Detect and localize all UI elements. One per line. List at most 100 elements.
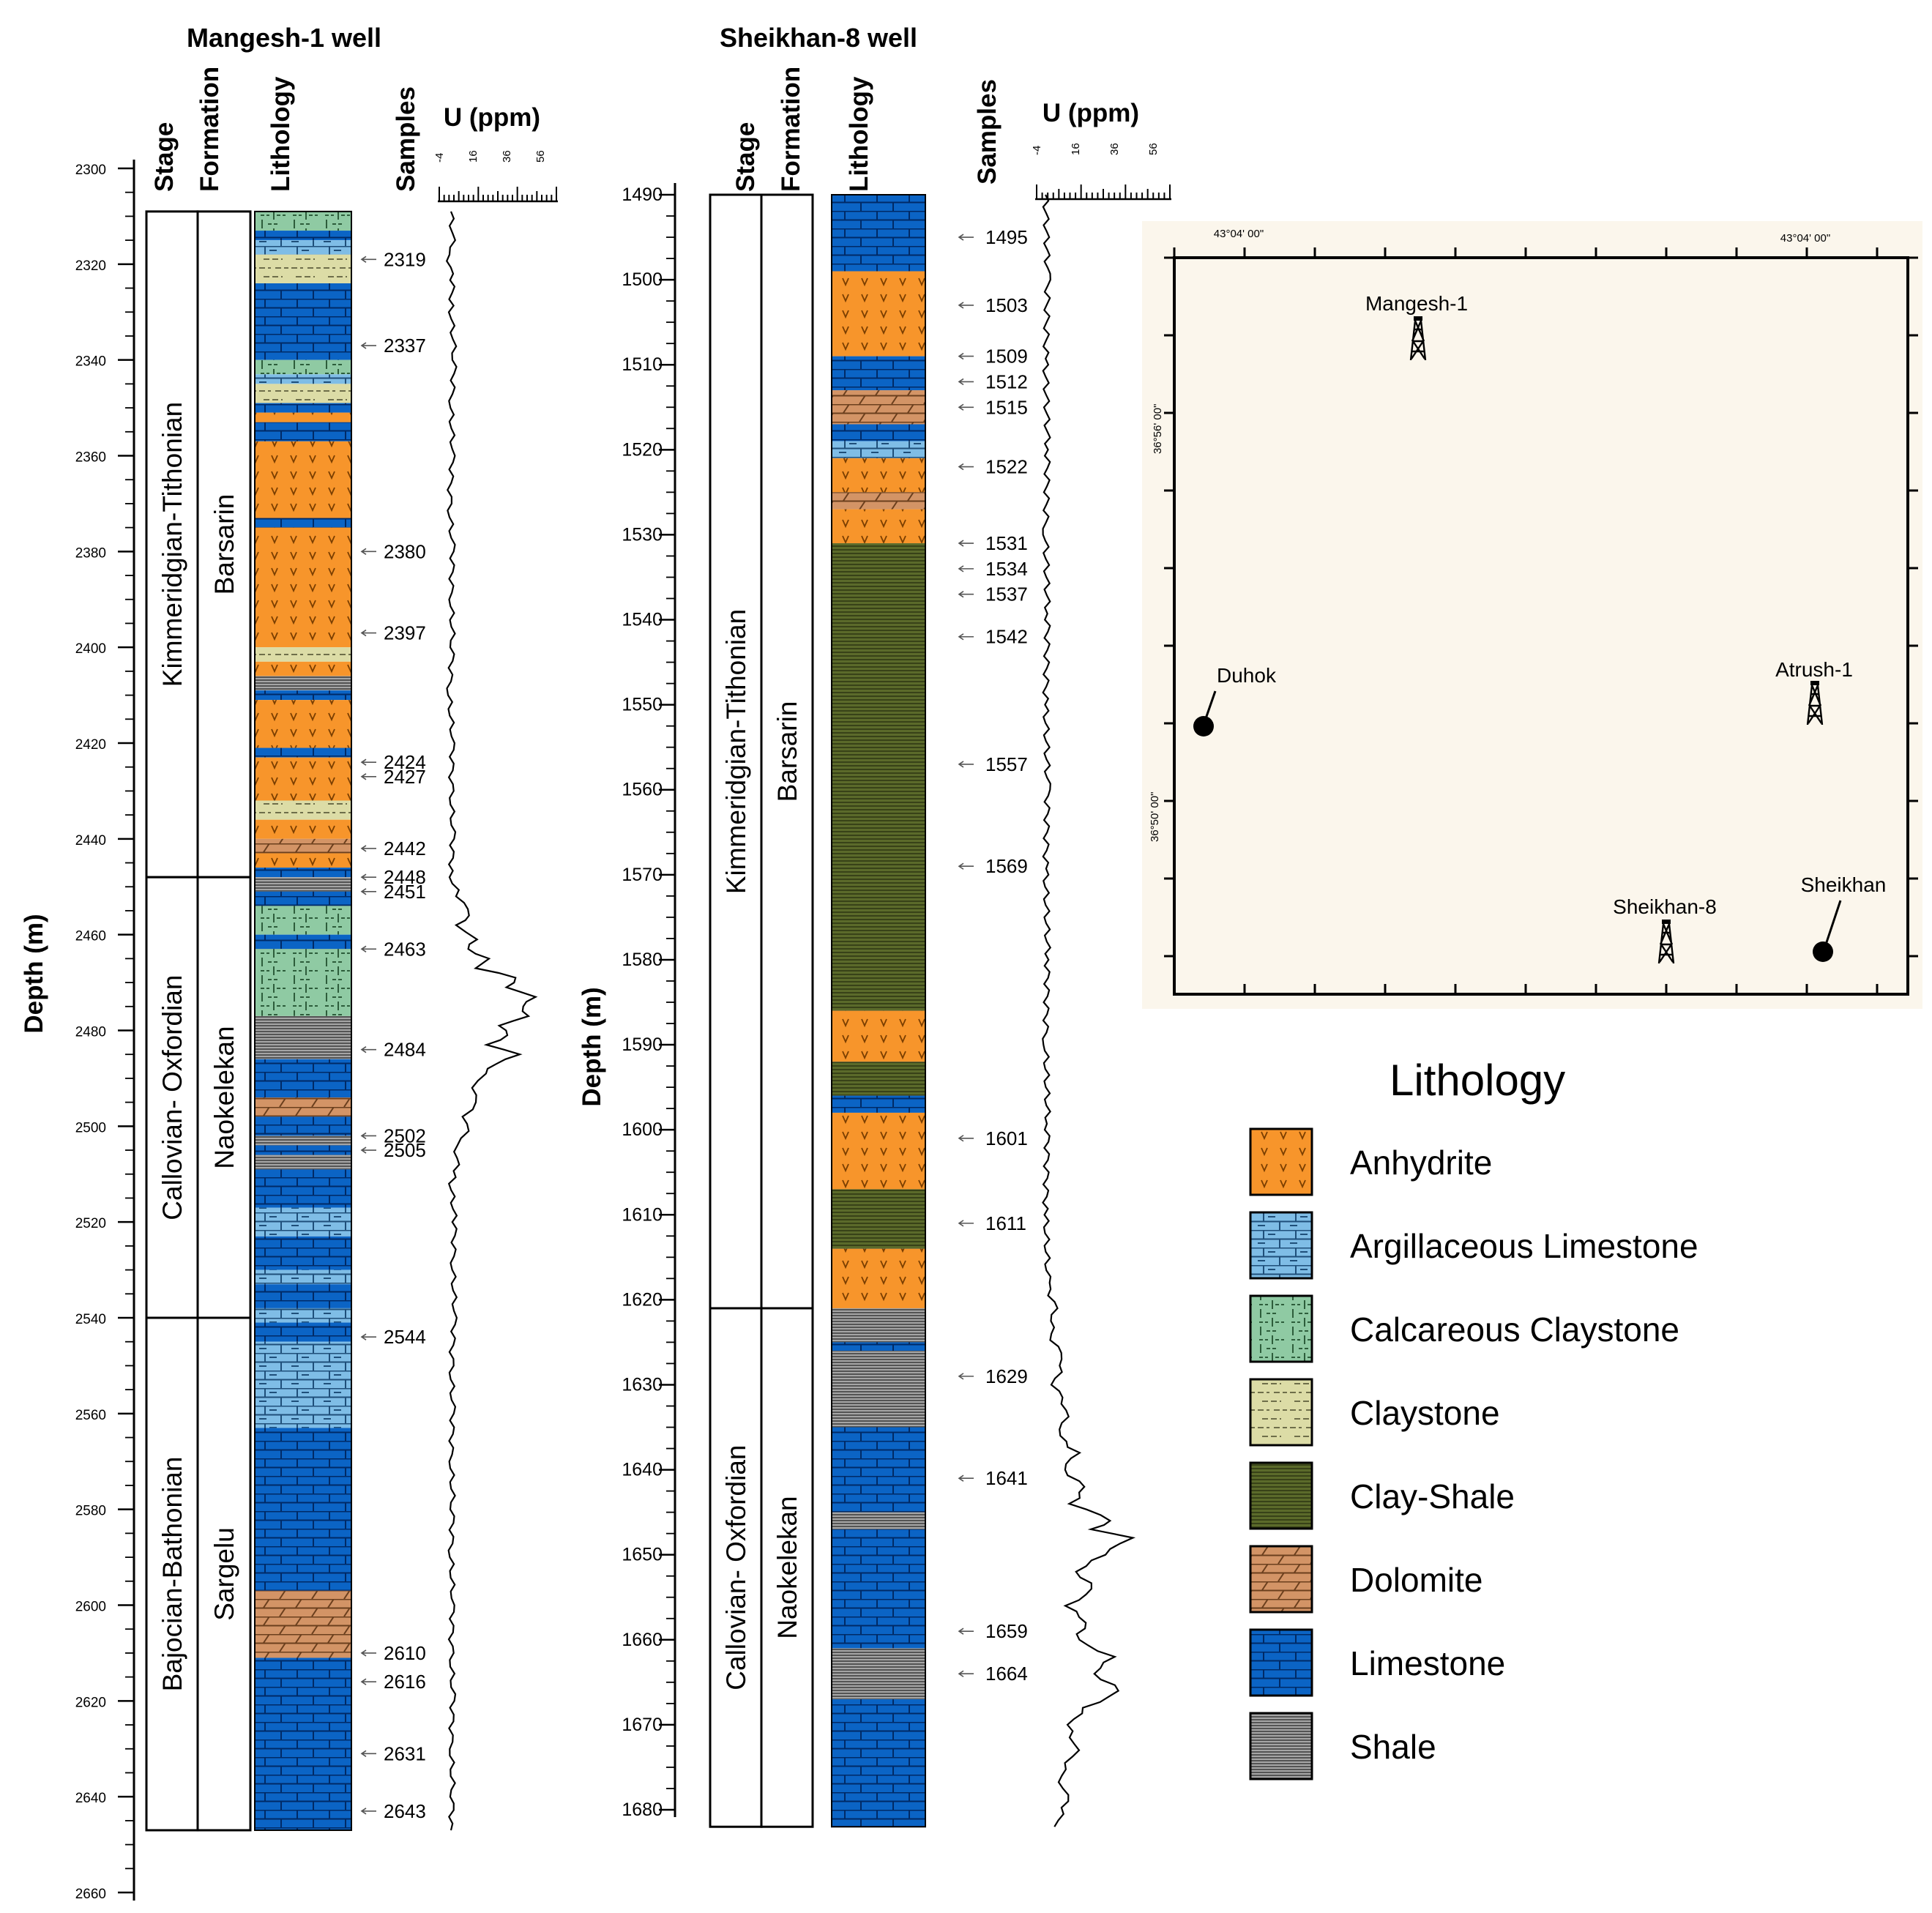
legend-swatch-shale [1249, 1712, 1313, 1780]
legend-item-limestone: Limestone [1249, 1628, 1505, 1697]
sample-label: 1629 [985, 1365, 1028, 1387]
map-coord-top-right: 43°04' 00" [1780, 232, 1830, 245]
sample-label: 2544 [384, 1326, 426, 1348]
sample-arrow-icon [360, 1649, 376, 1657]
map-coord-left-upper: 36°56' 00" [1152, 404, 1164, 454]
lithology-layer-clay-shale [832, 543, 925, 1011]
depth-tick-label: 2360 [75, 450, 106, 466]
map-city-sheikhan: Sheikhan [1801, 873, 1887, 962]
stage-box-kimmeridgian-tithonian [145, 210, 199, 879]
sheikhan-well-panel: Sheikhan-8 well Stage Formation Litholog… [578, 23, 1171, 1828]
lithology-layer-limestone [255, 1169, 351, 1208]
sample-label: 2484 [384, 1039, 426, 1061]
sheikhan-u-header: U (ppm) [1043, 99, 1139, 127]
legend-label: Argillaceous Limestone [1350, 1227, 1698, 1265]
lithology-layer-argillaceous-limestone [255, 1341, 351, 1428]
lithology-layer-anhydrite [255, 441, 351, 518]
stage-box-bajocian-bathonian [145, 1316, 199, 1832]
map-background [1142, 221, 1922, 1009]
mangesh-formation-header: Formation [195, 67, 224, 192]
sample-arrow-icon [958, 1220, 974, 1227]
sample-arrow-icon [958, 352, 974, 360]
lithology-layer-shale [832, 1512, 925, 1529]
stage-box-kimmeridgian-tithonian [709, 193, 763, 1310]
lithology-layer-shale [832, 1648, 925, 1700]
depth-tick-label: 1520 [622, 439, 663, 460]
lithology-layer-limestone [255, 868, 351, 878]
lithology-layer-limestone [255, 283, 351, 360]
sample-label: 2397 [384, 622, 426, 644]
legend-swatch-argillaceous-limestone [1249, 1211, 1313, 1280]
depth-tick-label: 1680 [622, 1800, 663, 1820]
sample-label: 1522 [985, 456, 1028, 478]
lithology-layer-anhydrite [832, 458, 925, 493]
depth-tick-label: 1490 [622, 184, 663, 205]
sample-arrow-icon [958, 1670, 974, 1677]
sample-label: 1503 [985, 294, 1028, 316]
sample-arrow-icon [360, 845, 376, 852]
map-well-label: Mangesh-1 [1365, 292, 1468, 315]
lithology-layer-limestone [832, 1699, 925, 1827]
sample-label: 2319 [384, 248, 426, 270]
city-dot-icon [1813, 941, 1833, 962]
lithology-layer-limestone [255, 1657, 351, 1830]
lithology-layer-calcareous-claystone [255, 359, 351, 375]
legend-swatch-claystone [1249, 1378, 1313, 1447]
stage-label: Kimmeridgian-Tithonian [721, 609, 751, 894]
sample-label: 2505 [384, 1139, 426, 1161]
depth-tick-label: 2400 [75, 641, 106, 657]
depth-tick-label: 2580 [75, 1504, 106, 1519]
sample-arrow-icon [958, 1474, 974, 1482]
lithology-layer-argillaceous-limestone [832, 441, 925, 458]
depth-tick-label: 2560 [75, 1408, 106, 1423]
depth-tick-label: 2340 [75, 354, 106, 370]
mangesh-stage-column: Kimmeridgian-Tithonian Callovian- Oxfordi… [145, 210, 199, 1832]
legend-item-calcareous-claystone: Calcareous Claystone [1249, 1294, 1679, 1363]
legend-label: Shale [1350, 1728, 1436, 1766]
lithology-layer-argillaceous-limestone [255, 374, 351, 384]
map-well-mangesh-1: Mangesh-1 [1365, 292, 1468, 360]
formation-box-sargelu [196, 1316, 252, 1832]
mangesh-stage-header: Stage [150, 122, 179, 192]
lithology-layer-argillaceous-limestone [255, 1308, 351, 1323]
depth-tick-label: 2460 [75, 929, 106, 944]
lithology-layer-limestone [832, 1095, 925, 1113]
lithology-layer-claystone [255, 384, 351, 403]
lithology-layer-limestone [255, 1236, 351, 1270]
sample-label: 2610 [384, 1642, 426, 1664]
formation-box-naokelekan [196, 876, 252, 1319]
mangesh-formation-column: Barsarin Naokelekan Sargelu [196, 210, 252, 1832]
legend-label: Anhydrite [1350, 1144, 1492, 1182]
legend-item-clay-shale: Clay-Shale [1249, 1461, 1515, 1530]
lithology-layer-claystone [255, 254, 351, 283]
sheikhan-u-tick: 36 [1108, 143, 1121, 155]
mangesh-u-tick: 36 [501, 150, 513, 163]
depth-tick-label: 2520 [75, 1216, 106, 1231]
legend-swatch-dolomite [1249, 1545, 1313, 1614]
mangesh-lithology-header: Lithology [266, 76, 295, 192]
map-city-label: Sheikhan [1801, 873, 1887, 896]
mangesh-u-scale: -4 16 36 56 [433, 150, 558, 203]
sample-arrow-icon [360, 888, 376, 895]
depth-tick-label: 1570 [622, 865, 663, 885]
stage-label: Callovian- Oxfordian [157, 974, 187, 1220]
sample-arrow-icon [958, 540, 974, 547]
sample-label: 2442 [384, 838, 426, 859]
sample-label: 1515 [985, 396, 1028, 418]
lithology-layer-anhydrite [832, 509, 925, 544]
sample-arrow-icon [958, 378, 974, 386]
depth-tick-label: 2440 [75, 833, 106, 849]
map-coord-top-left: 43°04' 00" [1214, 228, 1264, 240]
sample-arrow-icon [958, 403, 974, 411]
sample-arrow-icon [360, 1808, 376, 1815]
sample-label: 2616 [384, 1671, 426, 1693]
depth-tick-label: 1560 [622, 780, 663, 800]
sample-arrow-icon [360, 1750, 376, 1757]
lithology-layer-limestone [255, 747, 351, 758]
lithology-layer-calcareous-claystone [255, 211, 351, 231]
location-map: 43°04' 00" 43°04' 00" 36°56' 00" 36°50' … [1142, 221, 1922, 1009]
sample-arrow-icon [958, 463, 974, 471]
sample-arrow-icon [958, 234, 974, 241]
depth-tick-label: 1670 [622, 1715, 663, 1735]
